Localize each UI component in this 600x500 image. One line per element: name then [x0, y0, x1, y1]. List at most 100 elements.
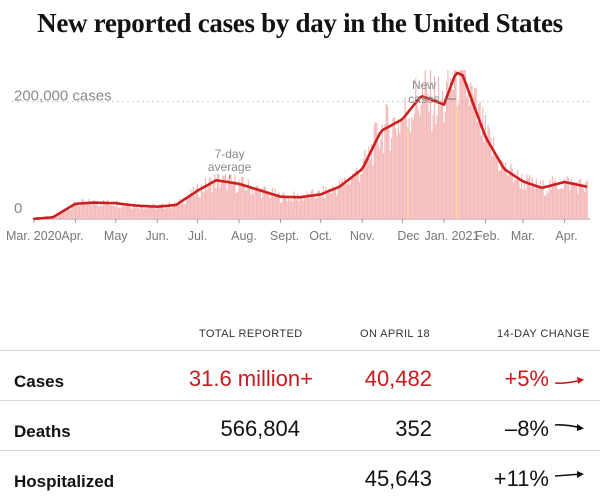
trend-down-arrow-icon — [553, 420, 587, 434]
daily-bar — [455, 70, 456, 219]
daily-bar — [230, 174, 231, 219]
daily-bar — [577, 194, 578, 219]
daily-bar — [135, 208, 136, 219]
daily-bar — [394, 117, 395, 219]
deaths-change: –8% — [505, 416, 549, 442]
daily-bar — [331, 193, 332, 219]
daily-bar — [465, 70, 466, 219]
daily-bar — [387, 106, 388, 219]
daily-bar — [529, 175, 530, 219]
daily-bar — [114, 206, 115, 219]
daily-bar — [443, 122, 444, 219]
daily-bar — [110, 205, 111, 219]
daily-bar — [483, 142, 484, 219]
daily-bar — [268, 191, 269, 219]
daily-bar — [189, 197, 190, 219]
daily-bar — [362, 173, 363, 219]
daily-bar — [171, 208, 172, 219]
daily-bar — [391, 138, 392, 219]
daily-bar — [123, 206, 124, 219]
daily-bar — [466, 97, 467, 219]
annotation-7-day-average: average — [208, 160, 252, 174]
daily-bar — [98, 206, 99, 219]
daily-bar — [269, 198, 270, 219]
daily-bar — [228, 178, 229, 219]
daily-bar — [276, 196, 277, 219]
x-tick-label: Mar. 2020 — [6, 229, 62, 243]
daily-bar — [546, 190, 547, 219]
daily-bar — [454, 70, 455, 219]
daily-bar — [287, 201, 288, 219]
daily-bar — [431, 131, 432, 219]
daily-bar — [155, 209, 156, 219]
daily-bar — [260, 188, 261, 219]
daily-bar — [496, 154, 497, 219]
daily-bar — [347, 184, 348, 219]
daily-bar — [226, 191, 227, 219]
daily-bar — [104, 202, 105, 219]
cases-change: +5% — [504, 366, 549, 392]
daily-bar — [498, 170, 499, 219]
daily-bar — [327, 194, 328, 219]
daily-bar — [485, 115, 486, 219]
daily-bar — [442, 91, 443, 219]
daily-bar — [299, 201, 300, 219]
daily-bar — [504, 171, 505, 219]
daily-bar — [382, 125, 383, 219]
daily-bar — [91, 205, 92, 219]
daily-bar — [514, 179, 515, 219]
daily-bar — [400, 119, 401, 219]
daily-bar — [90, 203, 91, 219]
daily-bar — [559, 189, 560, 219]
daily-bar — [295, 196, 296, 219]
x-tick-label: Jan. 2021 — [425, 229, 480, 243]
daily-bar — [458, 103, 459, 219]
daily-bar — [238, 180, 239, 219]
x-tick-label: Jul. — [188, 229, 207, 243]
daily-bar — [467, 83, 468, 219]
y-tick-label: 0 — [14, 200, 22, 217]
daily-bar — [163, 209, 164, 219]
daily-bar — [197, 183, 198, 219]
daily-bar — [292, 202, 293, 219]
daily-bar — [119, 207, 120, 219]
daily-bar — [261, 198, 262, 219]
daily-bar — [139, 209, 140, 219]
daily-bar — [165, 209, 166, 219]
daily-bar — [343, 182, 344, 219]
daily-bar — [126, 206, 127, 219]
daily-bar — [245, 190, 246, 219]
daily-bar — [395, 128, 396, 219]
daily-bar — [203, 192, 204, 219]
daily-bar — [390, 151, 391, 219]
daily-bar — [289, 201, 290, 219]
daily-bar — [548, 193, 549, 219]
annotation-new-cases: New — [412, 78, 436, 92]
daily-bar — [572, 182, 573, 219]
daily-bar — [372, 166, 373, 219]
row-label: Hospitalized — [14, 472, 114, 492]
x-tick-label: May — [104, 229, 128, 243]
daily-bar — [112, 206, 113, 219]
daily-bar — [494, 155, 495, 219]
daily-bar — [206, 190, 207, 219]
daily-bar — [79, 206, 80, 219]
daily-bar — [583, 188, 584, 219]
daily-bar — [272, 188, 273, 219]
daily-bar — [316, 199, 317, 219]
daily-bar — [406, 118, 407, 219]
daily-bar — [118, 208, 119, 219]
daily-bar — [285, 197, 286, 219]
daily-bar — [108, 203, 109, 219]
daily-bar — [576, 183, 577, 219]
daily-bar — [457, 106, 458, 219]
daily-bar — [99, 206, 100, 219]
daily-bar — [490, 137, 491, 219]
daily-bar — [273, 197, 274, 219]
daily-bar — [100, 205, 101, 219]
x-tick-label: Mar. — [511, 229, 535, 243]
daily-bar — [76, 206, 77, 219]
daily-bar — [232, 181, 233, 219]
